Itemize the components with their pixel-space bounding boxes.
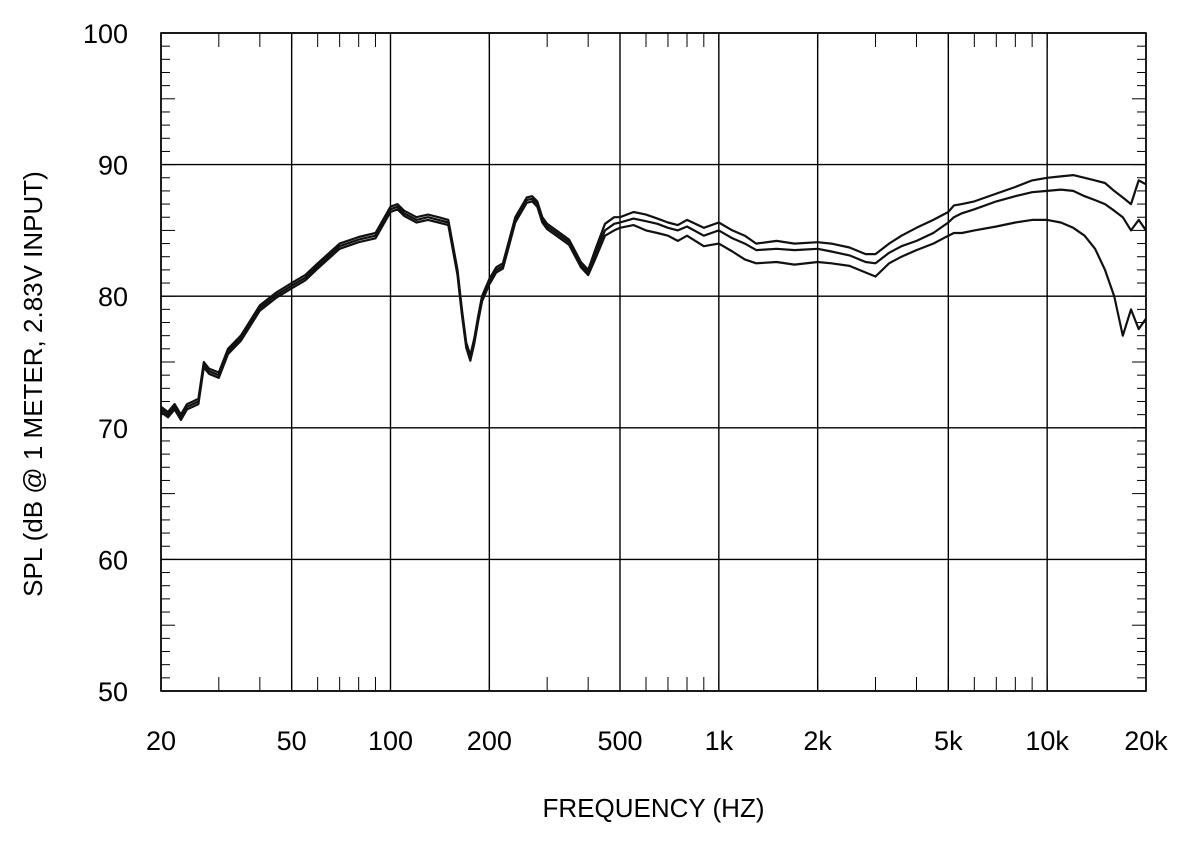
x-tick-label: 50 — [277, 726, 307, 756]
y-tick-label: 100 — [83, 19, 128, 49]
y-tick-label: 80 — [98, 282, 128, 312]
x-axis-title: FREQUENCY (HZ) — [543, 793, 765, 823]
y-tick-label: 50 — [98, 677, 128, 707]
y-tick-labels: 50 60 70 80 90 100 — [83, 19, 128, 707]
y-tick-label: 90 — [98, 151, 128, 181]
x-tick-label: 1k — [705, 726, 734, 756]
series-line-1 — [160, 174, 1147, 416]
plot-frame — [160, 32, 1147, 692]
series-group — [160, 174, 1147, 421]
x-tick-label: 100 — [368, 726, 413, 756]
x-tick-label: 10k — [1025, 726, 1069, 756]
y-axis-title: SPL (dB @ 1 METER, 2.83V INPUT) — [18, 171, 48, 597]
series-line-2 — [160, 188, 1147, 419]
y-tick-label: 60 — [98, 545, 128, 575]
x-tick-label: 5k — [934, 726, 963, 756]
x-tick-label: 20 — [146, 726, 176, 756]
x-tick-labels: 20 50 100 200 500 1k 2k 5k 10k 20k — [146, 726, 1168, 756]
x-tick-label: 2k — [803, 726, 832, 756]
x-tick-label: 200 — [467, 726, 512, 756]
grid — [160, 32, 1147, 692]
x-tick-label: 20k — [1124, 726, 1168, 756]
x-tick-label: 500 — [597, 726, 642, 756]
series-line-3 — [160, 200, 1147, 421]
y-tick-label: 70 — [98, 414, 128, 444]
